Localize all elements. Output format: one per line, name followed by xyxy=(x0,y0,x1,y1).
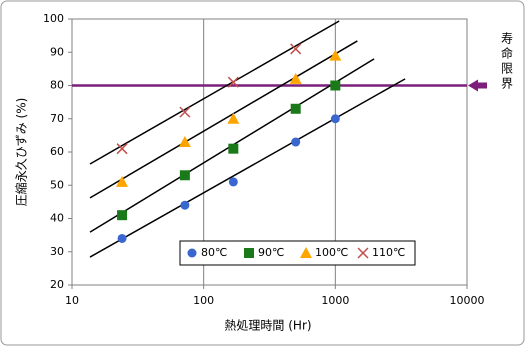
legend xyxy=(179,240,416,266)
x-axis-label: 熱処理時間 (Hr) xyxy=(224,319,311,333)
point xyxy=(330,114,340,124)
limit-arrow xyxy=(468,79,487,92)
x-tick-label: 1000 xyxy=(321,294,349,307)
y-axis-label: 圧縮永久ひずみ (%) xyxy=(14,98,29,207)
y-tick-label: 70 xyxy=(50,112,64,125)
point xyxy=(117,210,128,221)
legend-marker xyxy=(300,247,312,258)
legend-label: 110℃ xyxy=(372,246,405,259)
point xyxy=(117,233,127,243)
y-tick-label: 40 xyxy=(50,212,64,225)
point xyxy=(329,49,342,61)
x-tick-label: 10 xyxy=(65,294,79,307)
legend-label: 100℃ xyxy=(315,246,348,259)
legend-marker xyxy=(187,248,197,258)
legend-label: 80℃ xyxy=(201,246,227,259)
limit-label: 寿命限界 xyxy=(500,32,514,92)
trend-line xyxy=(89,78,406,258)
point xyxy=(179,106,191,118)
legend-marker xyxy=(357,247,369,259)
y-tick-label: 100 xyxy=(43,12,64,25)
legend-marker xyxy=(244,248,254,258)
point xyxy=(227,76,239,88)
y-tick-label: 20 xyxy=(50,278,64,291)
point xyxy=(228,177,238,187)
legend-label: 90℃ xyxy=(258,246,284,259)
y-tick-label: 60 xyxy=(50,145,64,158)
point xyxy=(290,103,301,114)
y-tick-label: 90 xyxy=(50,45,64,58)
point xyxy=(116,143,128,155)
point xyxy=(116,175,129,187)
point xyxy=(179,170,190,181)
point xyxy=(289,72,302,84)
point xyxy=(180,200,190,210)
point xyxy=(228,143,239,154)
point xyxy=(290,43,302,55)
point xyxy=(178,136,191,148)
y-tick-label: 80 xyxy=(50,79,64,92)
point xyxy=(227,112,240,124)
trend-line xyxy=(89,20,340,165)
y-tick-label: 50 xyxy=(50,178,64,191)
point xyxy=(291,137,301,147)
point xyxy=(330,80,341,91)
x-tick-label: 10000 xyxy=(450,294,485,307)
trend-line xyxy=(89,40,358,199)
x-tick-label: 100 xyxy=(193,294,214,307)
y-tick-label: 30 xyxy=(50,245,64,258)
